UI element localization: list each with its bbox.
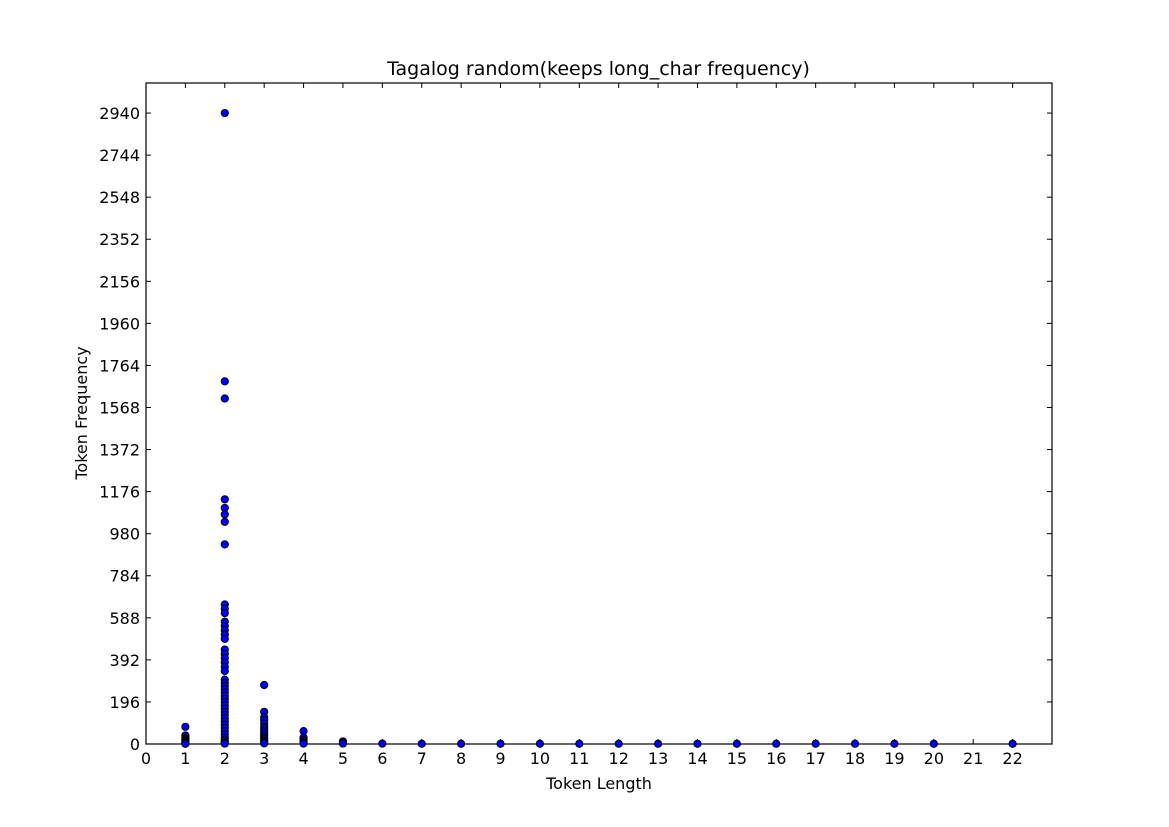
x-tick-label: 16 [766,749,786,768]
y-tick-label: 1960 [99,314,140,333]
data-point [181,739,190,748]
x-tick-label: 13 [648,749,668,768]
data-point [220,540,229,549]
chart-title: Tagalog random(keeps long_char frequency… [386,58,810,80]
y-tick-label: 2352 [99,230,140,249]
x-tick-label: 9 [495,749,505,768]
x-tick-label: 8 [456,749,466,768]
x-axis: 0 1 2 3 4 5 6 7 8 9 10 11 12 13 14 15 16 17 18 19 20 21 22 [141,83,1023,768]
x-tick-label: 3 [259,749,269,768]
x-axis-label: Token Length [545,774,652,793]
data-point [929,739,938,748]
data-point [457,739,466,748]
data-point [220,739,229,748]
data-point [260,739,269,748]
x-tick-label: 14 [687,749,707,768]
data-point [496,739,505,748]
y-tick-label: 2156 [99,272,140,291]
x-tick-label: 18 [845,749,865,768]
data-points [181,108,1017,748]
data-point [299,739,308,748]
y-tick-label: 1372 [99,441,140,460]
data-point [1008,739,1017,748]
x-tick-label: 22 [1002,749,1022,768]
x-tick-label: 7 [417,749,427,768]
data-point [220,634,229,643]
y-tick-label: 1764 [99,356,140,375]
y-tick-label: 392 [109,651,140,670]
x-tick-label: 21 [963,749,983,768]
data-point [220,394,229,403]
y-tick-label: 1568 [99,398,140,417]
data-point [614,739,623,748]
data-point [220,495,229,504]
data-point [220,666,229,676]
x-tick-label: 2 [220,749,230,768]
data-point [338,739,348,748]
data-point [181,722,190,731]
plot-area [145,82,1053,745]
x-tick-label: 6 [377,749,387,768]
y-axis-label: Token Frequency [72,346,91,480]
y-tick-label: 784 [109,567,140,586]
x-tick-label: 11 [569,749,589,768]
data-point [260,680,269,690]
data-point [220,108,229,118]
data-point [693,739,702,748]
data-point [811,739,820,748]
x-tick-label: 10 [530,749,550,768]
x-tick-label: 5 [338,749,348,768]
y-tick-label: 1176 [99,483,140,502]
y-tick-label: 2744 [99,146,140,165]
x-tick-label: 4 [298,749,308,768]
y-tick-label: 2940 [99,104,140,123]
y-axis: 0 196 392 588 784 980 1176 1372 1568 1764 1960 2156… [99,104,1052,754]
data-point [575,739,584,748]
data-point [378,739,387,748]
data-point [535,739,545,748]
y-tick-label: 196 [109,693,140,712]
x-tick-label: 0 [141,749,151,768]
x-tick-label: 20 [924,749,944,768]
data-point [220,510,229,519]
x-tick-label: 19 [884,749,904,768]
x-tick-label: 17 [805,749,825,768]
data-point [772,739,781,748]
x-tick-label: 12 [609,749,629,768]
data-point [220,608,229,618]
data-point [732,739,741,748]
data-point [220,377,229,386]
x-tick-label: 1 [180,749,190,768]
y-tick-label: 980 [109,525,140,544]
y-tick-label: 588 [109,609,140,628]
y-tick-label: 0 [130,735,140,754]
data-point [417,739,426,748]
data-point [850,739,860,748]
y-tick-label: 2548 [99,188,140,207]
x-tick-label: 15 [727,749,747,768]
data-point [890,739,899,748]
data-point [653,739,663,748]
data-point [220,517,229,526]
